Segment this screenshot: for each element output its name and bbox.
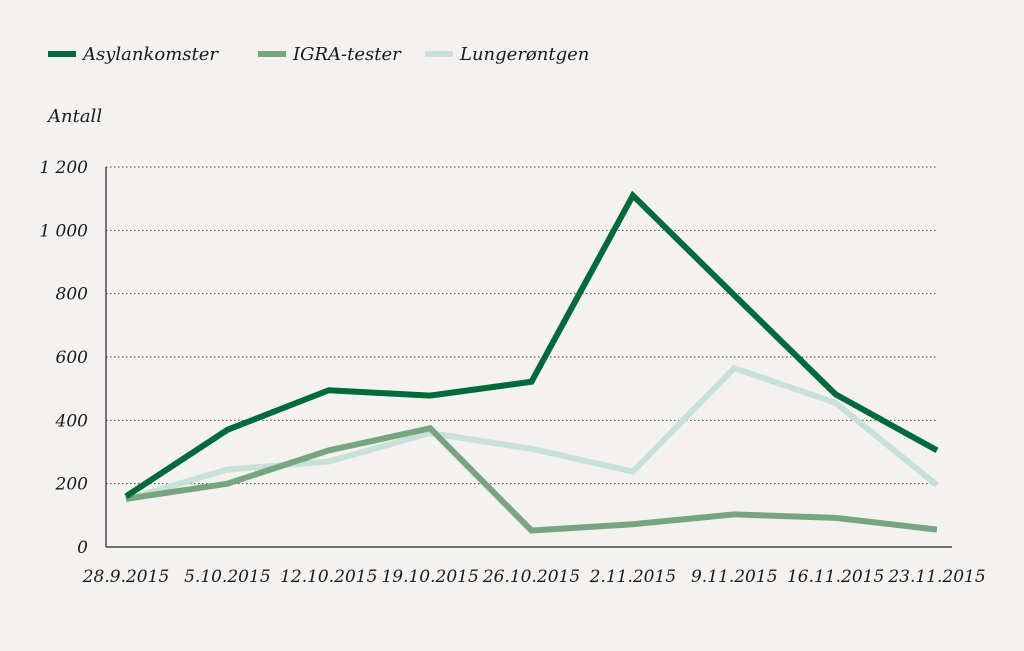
x-tick-label: 9.11.2015 — [691, 567, 778, 587]
x-tick-label: 23.11.2015 — [887, 567, 985, 587]
y-tick-label: 400 — [55, 411, 89, 431]
x-tick-label: 26.10.2015 — [482, 567, 580, 587]
series-lines — [124, 190, 939, 534]
x-ticks: 28.9.2015 5.10.2015 12.10.2015 19.10.2015 26… — [82, 567, 986, 587]
series-line-asylankomster — [124, 190, 939, 499]
x-tick-label: 28.9.2015 — [82, 567, 170, 587]
legend-label: Lungerøntgen — [459, 44, 589, 65]
y-tick-label: 600 — [56, 348, 89, 368]
legend: Asylankomster IGRA-tester Lungerøntgen — [48, 44, 589, 65]
y-tick-label: 1 000 — [39, 221, 88, 241]
y-tick-label: 1 200 — [39, 158, 88, 178]
series-line-lungerøntgen — [125, 364, 939, 503]
x-tick-label: 12.10.2015 — [280, 567, 377, 587]
series-line-igra-tester — [125, 424, 938, 534]
y-tick-label: 800 — [56, 285, 89, 305]
legend-label: Asylankomster — [81, 44, 219, 65]
x-tick-label: 19.10.2015 — [381, 567, 478, 587]
y-tick-label: 200 — [55, 475, 89, 495]
x-tick-label: 16.11.2015 — [787, 567, 884, 587]
y-tick-label: 0 — [77, 538, 88, 558]
axes — [105, 167, 952, 548]
gridlines — [106, 166, 937, 485]
legend-label: IGRA-tester — [292, 44, 402, 65]
x-tick-label: 2.11.2015 — [589, 567, 677, 587]
y-ticks: 0 200 400 600 800 1 000 1 200 — [39, 158, 88, 558]
x-tick-label: 5.10.2015 — [184, 567, 271, 587]
y-axis-label: Antall — [46, 106, 102, 127]
